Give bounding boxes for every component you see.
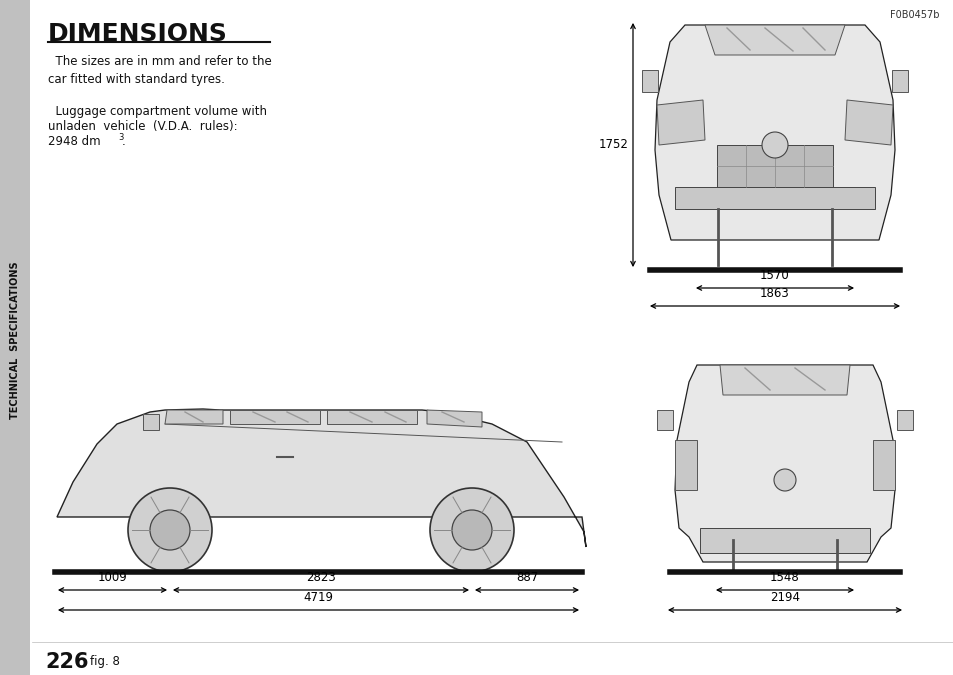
Polygon shape	[327, 410, 416, 424]
Polygon shape	[165, 410, 223, 424]
Text: 1863: 1863	[760, 287, 789, 300]
Bar	[641, 70, 658, 92]
Bar	[717, 145, 832, 187]
Text: 2823: 2823	[306, 571, 335, 584]
Text: 887: 887	[516, 571, 537, 584]
Bar	[675, 440, 697, 490]
Polygon shape	[675, 365, 894, 562]
Circle shape	[128, 488, 212, 572]
Circle shape	[430, 488, 514, 572]
Text: 2194: 2194	[769, 591, 800, 604]
Text: unladen  vehicle  (V.D.A.  rules):: unladen vehicle (V.D.A. rules):	[48, 120, 237, 133]
Polygon shape	[720, 365, 849, 395]
Polygon shape	[657, 100, 704, 145]
Text: F0B0457b: F0B0457b	[889, 10, 939, 20]
Text: 1548: 1548	[769, 571, 799, 584]
Circle shape	[773, 469, 795, 491]
Polygon shape	[844, 100, 892, 145]
Text: .: .	[122, 135, 126, 148]
Bar	[896, 410, 912, 430]
Circle shape	[452, 510, 492, 550]
Bar	[657, 410, 672, 430]
Text: The sizes are in mm and refer to the
car fitted with standard tyres.: The sizes are in mm and refer to the car…	[48, 55, 272, 86]
Polygon shape	[655, 25, 894, 240]
Polygon shape	[57, 409, 585, 547]
Text: fig. 8: fig. 8	[90, 655, 120, 668]
Bar	[675, 187, 874, 209]
Text: Luggage compartment volume with: Luggage compartment volume with	[48, 105, 267, 118]
Bar	[143, 414, 159, 430]
Text: DIMENSIONS: DIMENSIONS	[48, 22, 228, 46]
Circle shape	[761, 132, 787, 158]
Text: 2948 dm: 2948 dm	[48, 135, 100, 148]
Text: 1570: 1570	[760, 269, 789, 282]
Text: TECHNICAL  SPECIFICATIONS: TECHNICAL SPECIFICATIONS	[10, 261, 20, 418]
Text: 1009: 1009	[97, 571, 128, 584]
Polygon shape	[704, 25, 844, 55]
Text: 3: 3	[118, 133, 123, 142]
Bar	[0, 0, 30, 675]
Bar	[872, 440, 894, 490]
Text: 1752: 1752	[598, 138, 628, 151]
Text: 4719: 4719	[303, 591, 334, 604]
Circle shape	[150, 510, 190, 550]
Bar	[700, 528, 869, 553]
Bar	[891, 70, 907, 92]
Text: 226: 226	[45, 652, 89, 672]
Polygon shape	[427, 410, 481, 427]
Polygon shape	[230, 410, 319, 424]
